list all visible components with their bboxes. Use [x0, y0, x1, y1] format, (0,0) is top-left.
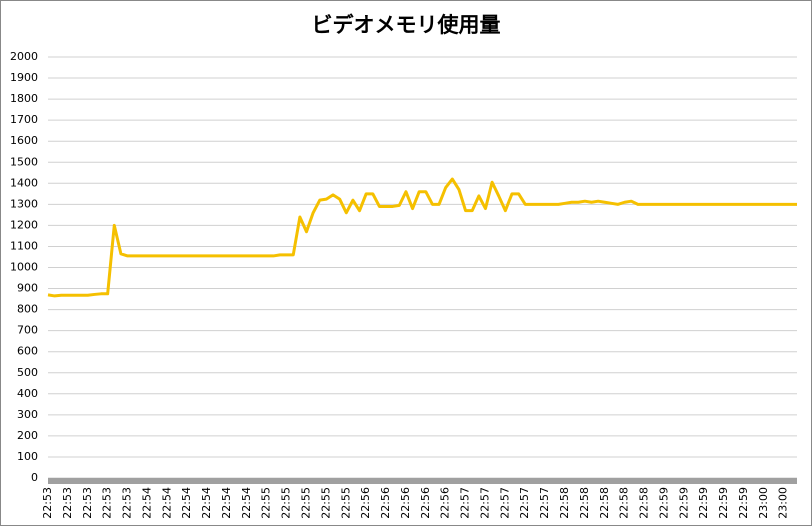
y-tick-label: 600: [17, 345, 38, 358]
x-tick-label: 22:58: [638, 487, 651, 519]
x-tick-label: 22:57: [459, 487, 472, 519]
x-tick-label: 22:55: [339, 487, 352, 519]
y-tick-label: 1700: [10, 113, 38, 126]
x-tick-label: 22:56: [379, 487, 392, 519]
x-tick-label: 22:54: [220, 487, 233, 519]
x-tick-label: 22:59: [677, 487, 690, 519]
x-tick-label: 22:55: [300, 487, 313, 519]
x-tick-label: 23:00: [757, 487, 770, 519]
y-tick-label: 1000: [10, 261, 38, 274]
x-tick-label: 22:55: [260, 487, 273, 519]
x-tick-label: 22:55: [319, 487, 332, 519]
x-tick-label: 22:59: [737, 487, 750, 519]
x-tick-label: 22:53: [121, 487, 134, 519]
x-tick-label: 23:00: [777, 487, 790, 519]
x-tick-label: 22:53: [41, 487, 54, 519]
x-tick-label: 22:54: [140, 487, 153, 519]
y-tick-label: 900: [17, 282, 38, 295]
series-line: [47, 177, 797, 298]
x-tick-label: 22:59: [717, 487, 730, 519]
y-tick-label: 1600: [10, 134, 38, 147]
x-tick-label: 22:58: [578, 487, 591, 519]
y-tick-label: 1300: [10, 197, 38, 210]
y-tick-label: 1800: [10, 92, 38, 105]
y-tick-label: 300: [17, 408, 38, 421]
x-tick-label: 22:55: [280, 487, 293, 519]
x-tick-label: 22:59: [697, 487, 710, 519]
y-tick-label: 1500: [10, 155, 38, 168]
x-tick-label: 22:53: [81, 487, 94, 519]
x-tick-label: 22:59: [657, 487, 670, 519]
y-tick-label: 1200: [10, 218, 38, 231]
y-tick-label: 700: [17, 324, 38, 337]
y-tick-label: 200: [17, 429, 38, 442]
x-tick-label: 22:54: [180, 487, 193, 519]
y-tick-label: 1400: [10, 176, 38, 189]
chart-title: ビデオメモリ使用量: [312, 13, 501, 37]
y-tick-label: 100: [17, 450, 38, 463]
y-tick-label: 1100: [10, 239, 38, 252]
x-tick-label: 22:58: [598, 487, 611, 519]
y-tick-label: 0: [31, 471, 38, 484]
x-tick-label: 22:54: [160, 487, 173, 519]
x-tick-label: 22:56: [439, 487, 452, 519]
x-axis-band: [48, 478, 797, 484]
y-tick-label: 2000: [10, 50, 38, 63]
x-tick-label: 22:57: [538, 487, 551, 519]
x-tick-label: 22:54: [200, 487, 213, 519]
x-tick-label: 22:57: [498, 487, 511, 519]
y-tick-label: 500: [17, 366, 38, 379]
x-tick-label: 22:56: [399, 487, 412, 519]
x-tick-label: 22:56: [359, 487, 372, 519]
x-tick-label: 22:53: [101, 487, 114, 519]
y-tick-label: 1900: [10, 71, 38, 84]
y-tick-label: 400: [17, 387, 38, 400]
x-tick-label: 22:57: [478, 487, 491, 519]
x-tick-label: 22:56: [419, 487, 432, 519]
x-tick-label: 22:54: [240, 487, 253, 519]
x-tick-label: 22:58: [558, 487, 571, 519]
x-tick-label: 22:58: [618, 487, 631, 519]
y-tick-label: 800: [17, 303, 38, 316]
x-tick-label: 22:53: [61, 487, 74, 519]
x-tick-label: 22:57: [518, 487, 531, 519]
